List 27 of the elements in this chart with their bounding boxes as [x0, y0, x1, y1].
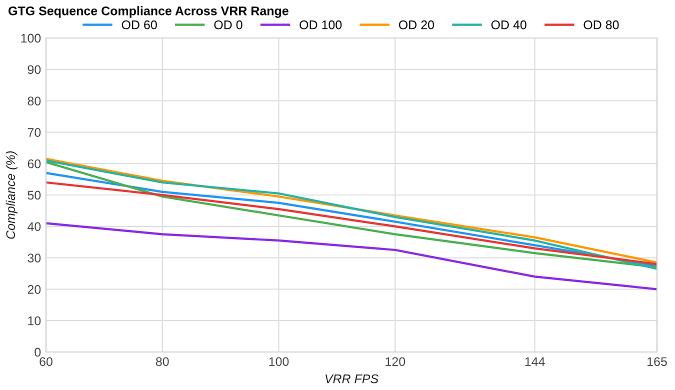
chart-title: GTG Sequence Compliance Across VRR Range: [8, 6, 288, 18]
y-tick-label: 90: [28, 65, 41, 74]
x-tick-label: 100: [269, 357, 289, 366]
legend-label: OD 100: [300, 20, 342, 30]
legend-label: OD 0: [214, 20, 242, 30]
line-series: [46, 222, 657, 290]
y-tick-label: 100: [21, 34, 41, 43]
y-axis-title: Compliance (%): [6, 151, 18, 239]
x-tick-label: 120: [386, 357, 406, 366]
x-tick-label: 60: [40, 357, 52, 366]
legend-label: OD 40: [491, 20, 526, 30]
x-tick-label: 144: [525, 357, 545, 366]
y-tick-label: 60: [28, 159, 41, 168]
x-axis-title: VRR FPS: [325, 374, 378, 384]
y-tick-label: 50: [28, 190, 41, 200]
y-tick-label: 30: [28, 254, 41, 262]
y-tick-label: 80: [28, 96, 41, 106]
y-tick-label: 70: [28, 128, 41, 137]
y-tick-label: 10: [28, 316, 41, 326]
x-tick-label: 80: [156, 357, 169, 366]
x-tick-label: 165: [648, 357, 667, 366]
y-tick-label: 20: [28, 285, 41, 294]
y-tick-label: 0: [34, 348, 41, 357]
legend-label: OD 60: [122, 20, 157, 30]
y-tick-label: 40: [28, 222, 41, 232]
legend-label: OD 20: [398, 20, 434, 30]
legend-label: OD 80: [584, 20, 619, 30]
